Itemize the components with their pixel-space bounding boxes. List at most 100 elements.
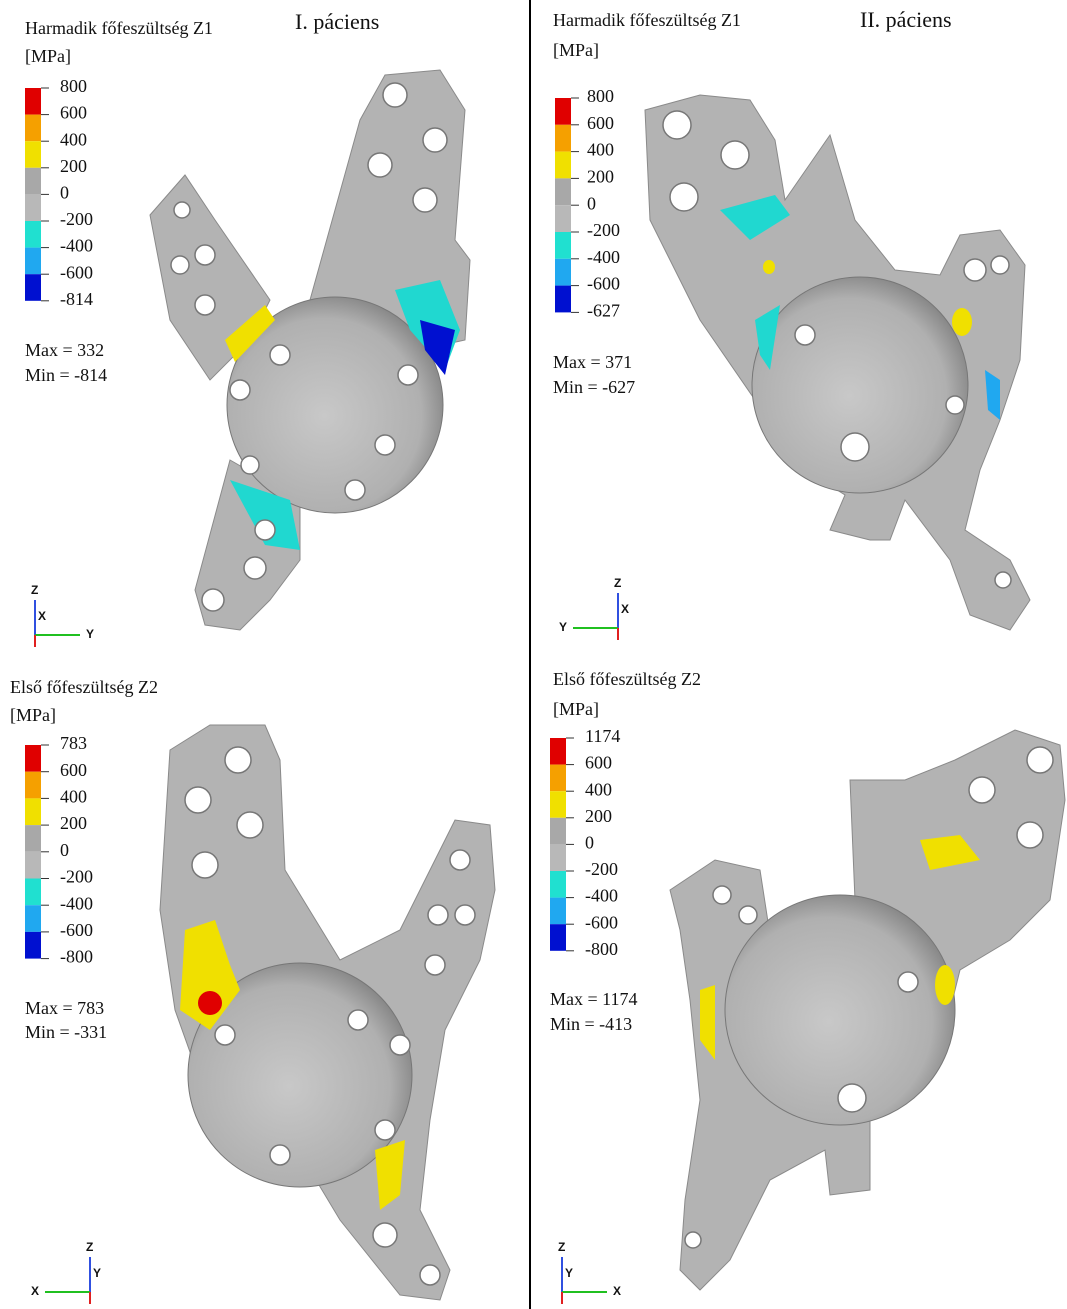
axis-label: Z (614, 576, 621, 590)
legend-swatch (25, 772, 41, 799)
legend-label: 1174 (585, 726, 620, 746)
legend-label: -600 (60, 262, 93, 282)
legend-label: 600 (60, 103, 87, 123)
unit: [MPa] (25, 46, 71, 66)
axis-label: Y (559, 620, 567, 634)
legend-swatch (555, 98, 571, 125)
max-label: Max = 371 (553, 352, 632, 372)
legend-label: -627 (587, 301, 620, 321)
axis-label: Z (86, 1240, 93, 1254)
panel-title: Harmadik főfeszültség Z1 (553, 10, 741, 30)
axis-label: X (613, 1284, 621, 1298)
legend-swatch (550, 738, 566, 765)
legend-swatch (555, 152, 571, 179)
legend-swatch (555, 178, 571, 205)
legend-swatch (550, 818, 566, 845)
legend-label: 400 (587, 140, 614, 160)
legend-swatch (25, 798, 41, 825)
legend-label: -400 (587, 247, 620, 267)
legend-label: -600 (60, 920, 93, 940)
axis-label: X (621, 602, 629, 616)
legend-swatch (25, 852, 41, 879)
legend-swatch (25, 905, 41, 932)
model-3 (160, 725, 495, 1300)
legend-label: 400 (585, 779, 612, 799)
legend-swatch (25, 115, 41, 142)
legend-swatch (25, 825, 41, 852)
legend-label: 0 (60, 840, 69, 860)
legend-label: -600 (587, 274, 620, 294)
max-label: Max = 332 (25, 340, 104, 360)
max-label: Max = 1174 (550, 989, 637, 1009)
legend-label: -200 (587, 220, 620, 240)
legend-label: 0 (587, 193, 596, 213)
legend-label: -200 (60, 209, 93, 229)
patient-label: II. páciens (860, 7, 952, 32)
legend-label: -400 (585, 886, 618, 906)
legend-label: 600 (585, 753, 612, 773)
panel-title: Első főfeszültség Z2 (10, 677, 158, 697)
legend-label: -600 (585, 912, 618, 932)
axis-label: Y (565, 1266, 573, 1280)
axis-label: Y (86, 627, 94, 641)
legend-label: 0 (60, 183, 69, 203)
unit: [MPa] (553, 699, 599, 719)
legend-swatch (555, 125, 571, 152)
legend-swatch (25, 745, 41, 772)
legend-label: -400 (60, 893, 93, 913)
legend-label: 800 (587, 86, 614, 106)
legend-swatch (25, 879, 41, 906)
legend-swatch (25, 141, 41, 168)
legend-swatch (550, 791, 566, 818)
legend-swatch (555, 259, 571, 286)
legend-label: 200 (60, 156, 87, 176)
legend-swatch (550, 844, 566, 871)
legend-label: 800 (60, 76, 87, 96)
legend-label: -400 (60, 236, 93, 256)
legend-label: 200 (587, 167, 614, 187)
min-label: Min = -413 (550, 1014, 632, 1034)
legend-label: -800 (60, 947, 93, 967)
legend-label: -800 (585, 939, 618, 959)
legend-swatch (25, 274, 41, 301)
model-1 (150, 70, 470, 630)
legend-label: -814 (60, 289, 93, 309)
figure: Harmadik főfeszültség Z1 I. páciens [MPa… (0, 0, 1067, 1309)
legend-swatch (25, 248, 41, 275)
legend-swatch (550, 765, 566, 792)
legend-swatch (555, 232, 571, 259)
min-label: Min = -331 (25, 1022, 107, 1042)
unit: [MPa] (10, 705, 56, 725)
model-4 (670, 730, 1065, 1290)
panel-title: Első főfeszültség Z2 (553, 669, 701, 689)
patient-label: I. páciens (295, 9, 379, 34)
legend-label: 600 (60, 760, 87, 780)
unit: [MPa] (553, 40, 599, 60)
model-2 (645, 95, 1030, 630)
panel-title: Harmadik főfeszültség Z1 (25, 18, 213, 38)
legend-label: -200 (585, 859, 618, 879)
axis-label: X (31, 1284, 39, 1298)
legend-swatch (25, 932, 41, 959)
legend-swatch (25, 168, 41, 195)
legend-swatch (25, 88, 41, 115)
legend-label: 400 (60, 787, 87, 807)
max-label: Max = 783 (25, 998, 104, 1018)
axis-label: X (38, 609, 46, 623)
legend-label: 400 (60, 129, 87, 149)
legend-label: 200 (585, 806, 612, 826)
legend-label: -200 (60, 867, 93, 887)
legend-label: 600 (587, 113, 614, 133)
legend-swatch (555, 286, 571, 313)
legend-label: 0 (585, 833, 594, 853)
legend-swatch (25, 221, 41, 248)
legend-swatch (555, 205, 571, 232)
legend-label: 200 (60, 813, 87, 833)
min-label: Min = -627 (553, 377, 635, 397)
legend-label: 783 (60, 733, 87, 753)
legend-swatch (550, 924, 566, 951)
axis-label: Z (31, 583, 38, 597)
legend-swatch (25, 194, 41, 221)
min-label: Min = -814 (25, 365, 107, 385)
legend-swatch (550, 871, 566, 898)
